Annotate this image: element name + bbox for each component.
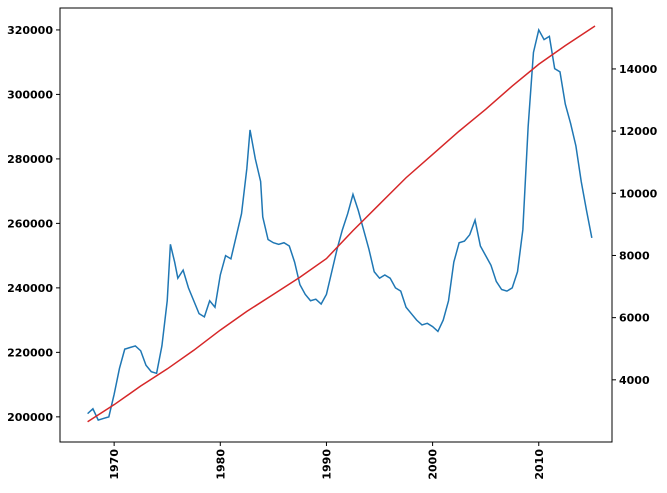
y-tick-label: 240000 [7, 282, 53, 295]
plot-frame [59, 7, 613, 443]
x-tick-label: 1990 [320, 449, 333, 480]
y2-tick-label: 10000 [619, 187, 658, 200]
y-tick-label: 220000 [7, 346, 53, 359]
y2-tick-label: 8000 [619, 249, 650, 262]
y-tick-label: 260000 [7, 217, 53, 230]
y2-tick-label: 14000 [619, 63, 658, 76]
series-line [87, 25, 596, 423]
series-line [87, 27, 593, 421]
x-tick-label: 2000 [427, 449, 440, 480]
y-tick-label: 200000 [7, 411, 53, 424]
y2-tick-label: 4000 [619, 374, 650, 387]
y-tick-label: 300000 [7, 88, 53, 101]
y2-tick-label: 12000 [619, 125, 658, 138]
x-tick-label: 1980 [214, 449, 227, 480]
y-tick-label: 280000 [7, 153, 53, 166]
y2-tick-label: 6000 [619, 312, 650, 325]
y-tick-label: 320000 [7, 24, 53, 37]
x-tick-label: 2010 [533, 449, 546, 480]
x-tick-label: 1970 [108, 449, 121, 480]
